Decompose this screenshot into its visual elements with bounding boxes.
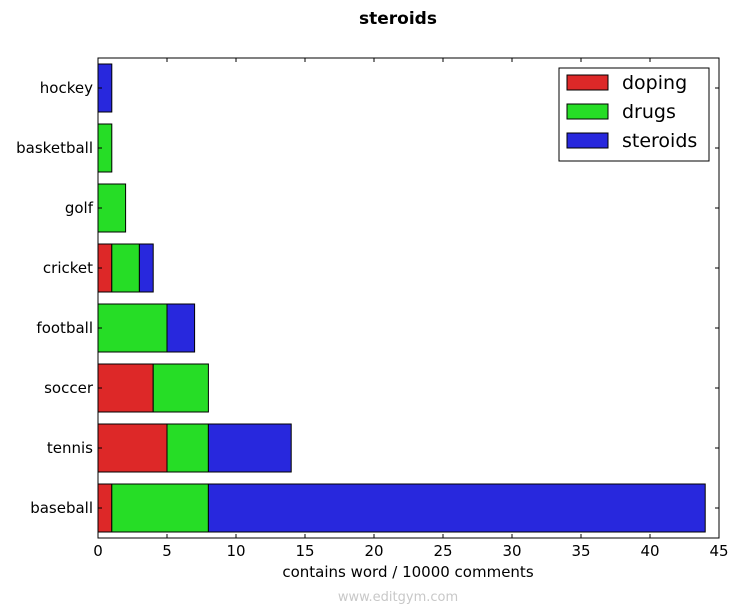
legend-swatch-doping — [566, 74, 609, 91]
y-tick-label: golf — [65, 199, 94, 217]
bar-golf-drugs — [97, 183, 127, 233]
x-tick-label: 30 — [502, 542, 521, 560]
bar-baseball-drugs — [111, 483, 209, 533]
x-tick-label: 0 — [93, 542, 103, 560]
x-tick-label: 20 — [364, 542, 383, 560]
legend-swatch-steroids — [566, 132, 609, 149]
x-tick-label: 45 — [709, 542, 728, 560]
bar-tennis-steroids — [207, 423, 292, 473]
x-tick-label: 25 — [433, 542, 452, 560]
y-axis-ticks: hockey basketball golf cricket football socce… — [16, 79, 719, 517]
chart-title: steroids — [359, 9, 437, 29]
y-tick-label: basketball — [16, 139, 93, 157]
bars-group — [97, 63, 706, 533]
x-axis-label: contains word / 10000 comments — [282, 563, 533, 581]
y-tick-label: hockey — [40, 79, 93, 97]
watermark: www.editgym.com — [338, 590, 458, 605]
legend-label-doping: doping — [622, 72, 687, 94]
bar-football-steroids — [166, 303, 196, 353]
plot-frame — [97, 57, 720, 539]
legend-label-drugs: drugs — [622, 101, 676, 123]
bar-cricket-steroids — [138, 243, 154, 293]
y-tick-label: tennis — [47, 439, 93, 457]
x-tick-label: 5 — [162, 542, 172, 560]
y-tick-label: cricket — [43, 259, 93, 277]
bar-tennis-doping — [97, 423, 168, 473]
legend-label-steroids: steroids — [622, 130, 697, 152]
bar-soccer-doping — [97, 363, 154, 413]
legend: doping drugs steroids — [558, 67, 710, 162]
bar-tennis-drugs — [166, 423, 209, 473]
x-tick-label: 35 — [571, 542, 590, 560]
y-tick-label: baseball — [30, 499, 93, 517]
y-tick-label: soccer — [44, 379, 94, 397]
bar-soccer-drugs — [152, 363, 209, 413]
x-tick-label: 10 — [226, 542, 245, 560]
bar-cricket-drugs — [111, 243, 140, 293]
y-tick-label: football — [36, 319, 93, 337]
bar-football-drugs — [97, 303, 168, 353]
x-tick-label: 15 — [295, 542, 314, 560]
bar-baseball-steroids — [207, 483, 706, 533]
x-tick-label: 40 — [640, 542, 659, 560]
legend-swatch-drugs — [566, 103, 609, 120]
